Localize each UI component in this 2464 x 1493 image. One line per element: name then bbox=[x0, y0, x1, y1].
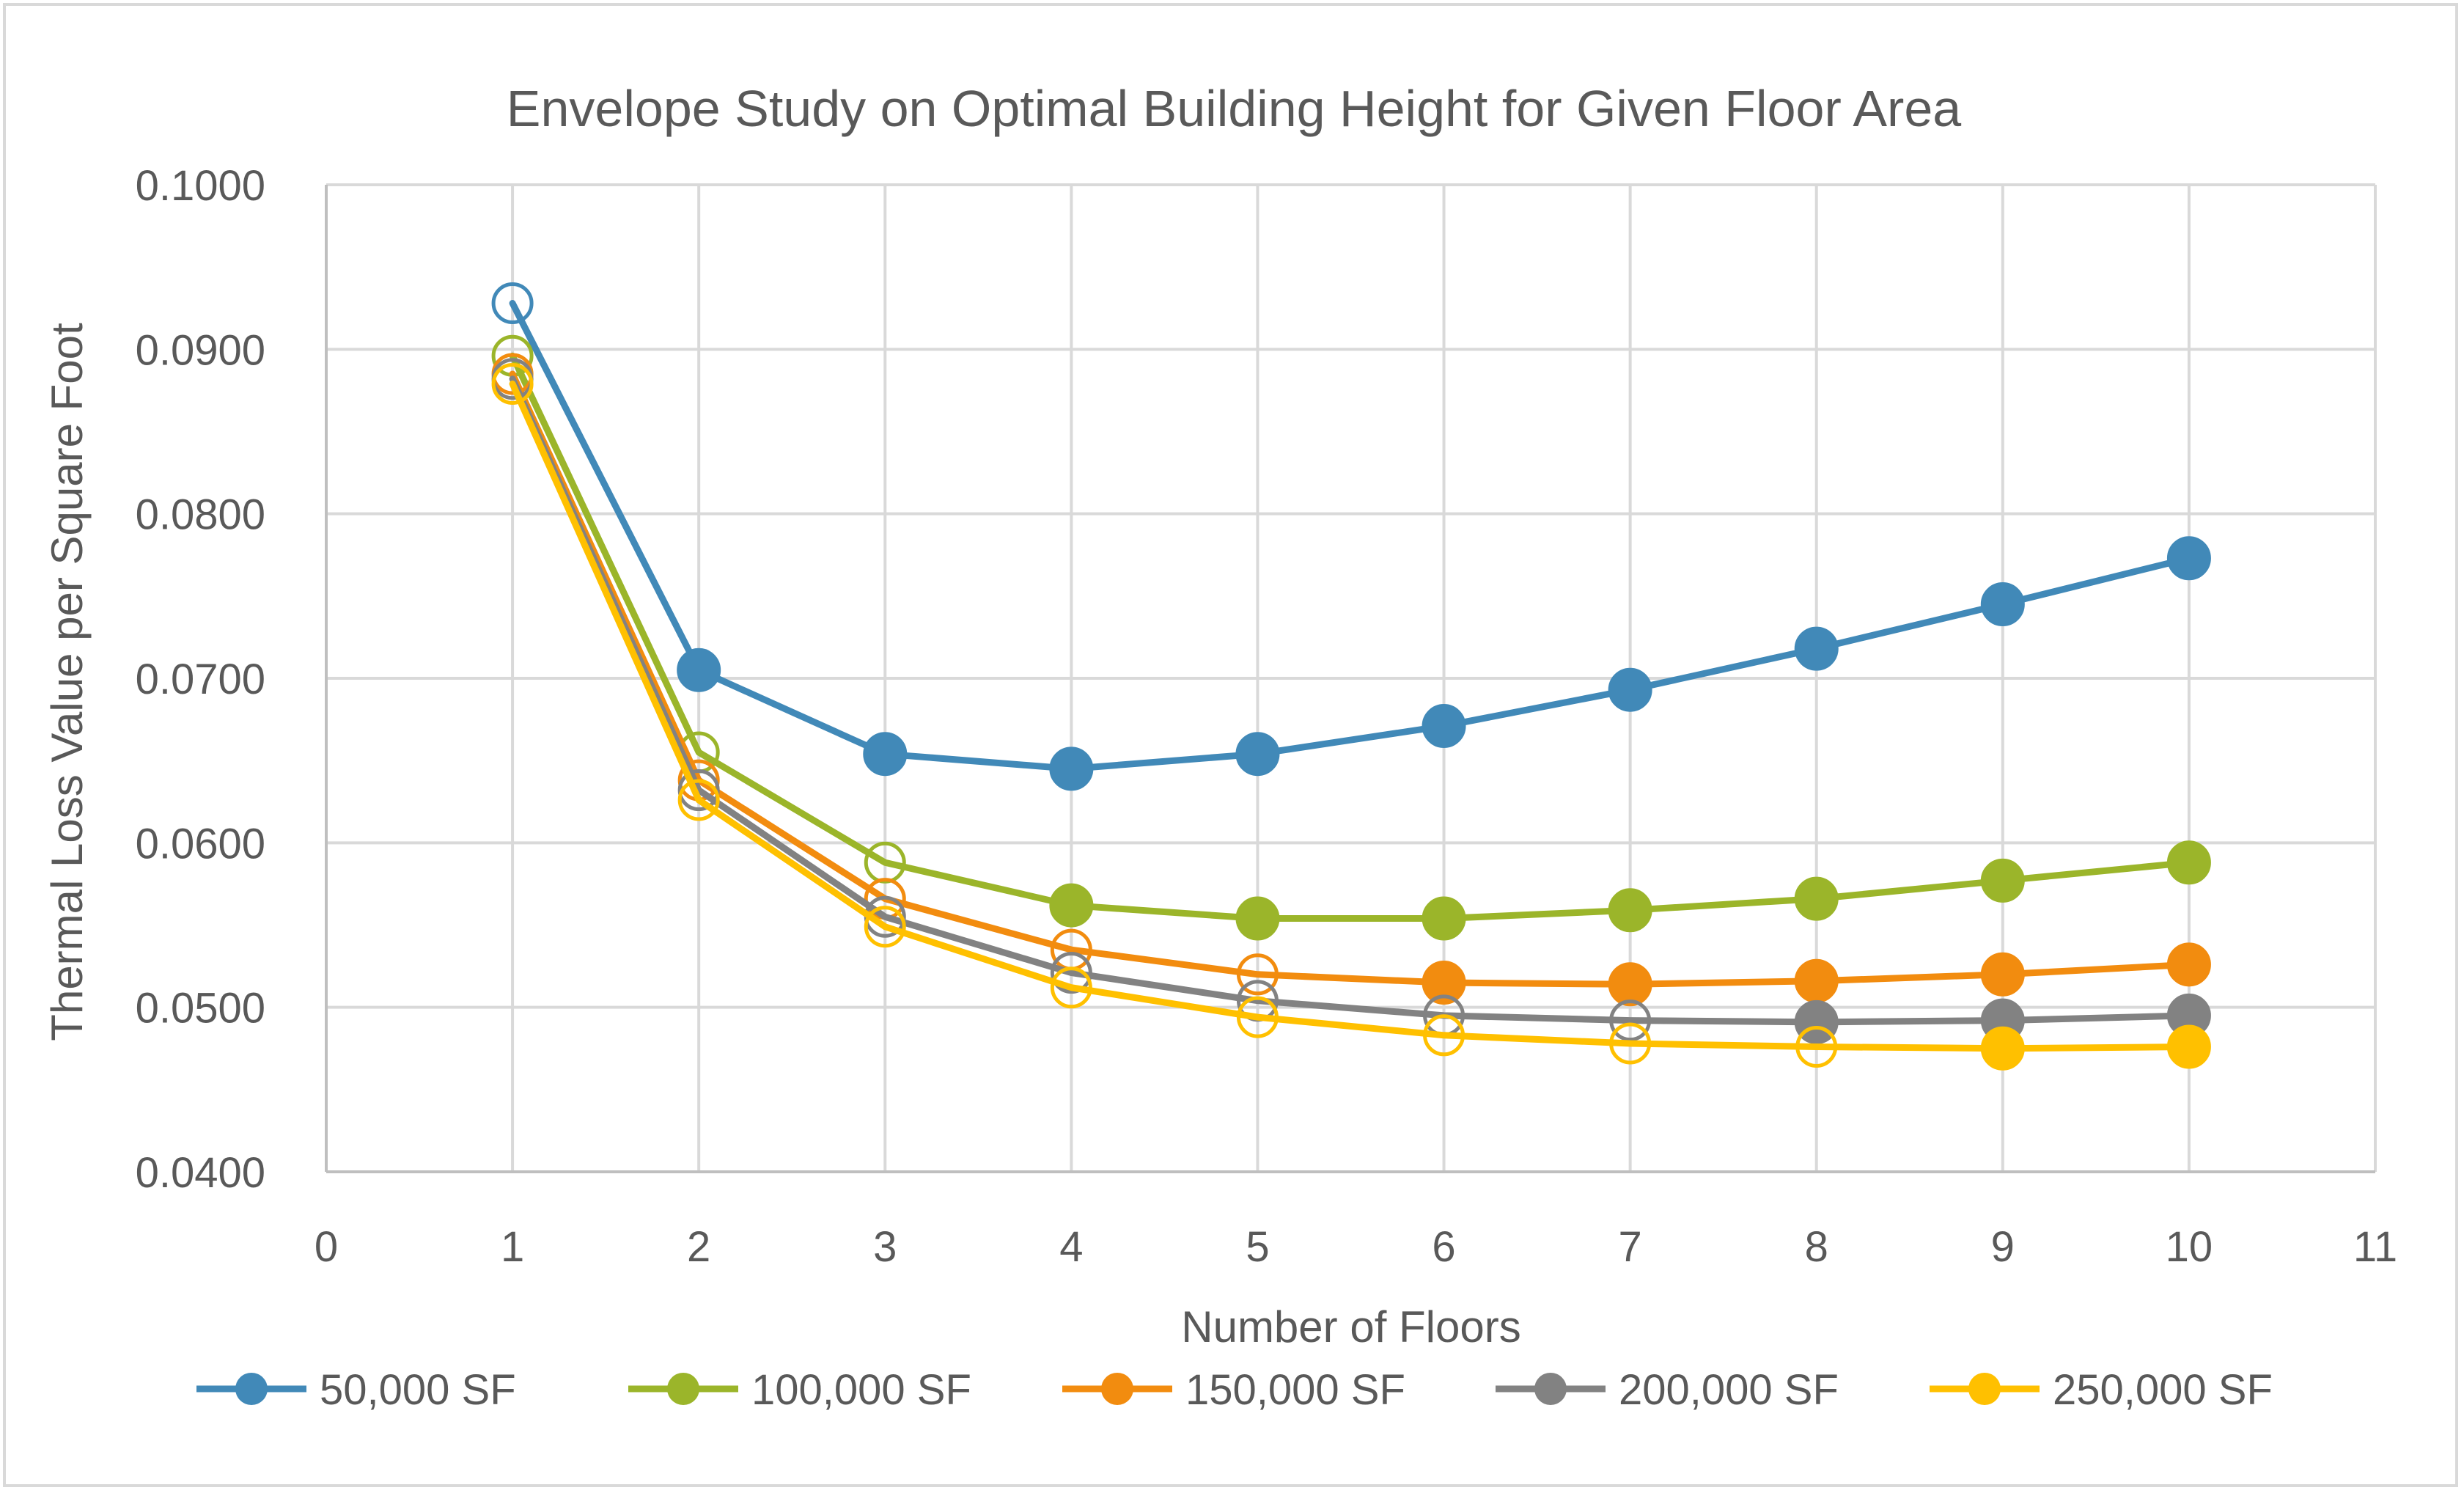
data-point bbox=[1794, 876, 1839, 921]
data-point bbox=[1049, 883, 1094, 928]
x-tick-label: 9 bbox=[1991, 1223, 2015, 1271]
data-point bbox=[1980, 952, 2025, 997]
series-line bbox=[509, 300, 2193, 772]
data-point bbox=[1795, 1026, 1838, 1068]
legend-item: 50,000 SF bbox=[196, 1366, 516, 1414]
data-point bbox=[1235, 896, 1280, 941]
data-point bbox=[2166, 1024, 2211, 1069]
legend-item: 150,000 SF bbox=[1062, 1366, 1405, 1414]
x-tick-labels: 0 1 2 3 4 5 6 7 8 9 10 11 bbox=[315, 1223, 2397, 1271]
legend-label: 200,000 SF bbox=[1619, 1366, 1839, 1414]
data-point bbox=[491, 282, 534, 325]
y-tick-label: 0.1000 bbox=[136, 162, 265, 210]
data-point bbox=[1794, 626, 1839, 671]
data-point bbox=[1608, 962, 1652, 1007]
data-point bbox=[1049, 746, 1094, 791]
data-point bbox=[2166, 942, 2211, 987]
legend: 50,000 SF 100,000 SF 150,000 SF 200,000 SF 2… bbox=[196, 1366, 2273, 1414]
chart-frame bbox=[3, 3, 2458, 1487]
data-point bbox=[1980, 1026, 2025, 1071]
series-line bbox=[509, 380, 2193, 1052]
series-layer bbox=[491, 282, 2211, 1071]
legend-item: 200,000 SF bbox=[1496, 1366, 1839, 1414]
data-point bbox=[1608, 667, 1652, 712]
data-point bbox=[1236, 953, 1279, 996]
data-point bbox=[677, 779, 720, 821]
y-tick-label: 0.0400 bbox=[136, 1149, 265, 1197]
data-point bbox=[1423, 1014, 1465, 1057]
x-tick-label: 8 bbox=[1805, 1223, 1828, 1271]
series-5 bbox=[491, 362, 2211, 1071]
x-tick-label: 2 bbox=[687, 1223, 710, 1271]
data-point bbox=[1050, 952, 1092, 994]
x-tick-label: 11 bbox=[2353, 1223, 2397, 1271]
y-axis-label: Thermal Loss Value per Square Foot bbox=[43, 323, 92, 1041]
legend-marker bbox=[235, 1373, 268, 1405]
data-point bbox=[1609, 1022, 1652, 1065]
data-point bbox=[864, 906, 906, 948]
x-tick-label: 7 bbox=[1619, 1223, 1642, 1271]
data-point bbox=[1422, 961, 1466, 1005]
x-tick-label: 5 bbox=[1246, 1223, 1269, 1271]
legend-marker bbox=[1968, 1373, 2001, 1405]
x-tick-label: 3 bbox=[873, 1223, 897, 1271]
data-point bbox=[1980, 858, 2025, 903]
legend-label: 150,000 SF bbox=[1185, 1366, 1405, 1414]
x-tick-label: 6 bbox=[1432, 1223, 1455, 1271]
series-3 bbox=[491, 353, 2211, 1007]
data-point bbox=[864, 841, 906, 884]
series-line bbox=[509, 370, 2193, 988]
y-tick-label: 0.0700 bbox=[136, 656, 265, 703]
y-tick-label: 0.0500 bbox=[136, 985, 265, 1032]
data-point bbox=[1609, 999, 1652, 1042]
data-point bbox=[1422, 896, 1466, 941]
data-point bbox=[491, 362, 534, 405]
legend-label: 100,000 SF bbox=[751, 1366, 971, 1414]
axes bbox=[325, 185, 2375, 1173]
legend-marker bbox=[1101, 1373, 1133, 1405]
y-tick-label: 0.0900 bbox=[136, 326, 265, 374]
data-point bbox=[1422, 704, 1466, 749]
series-1 bbox=[491, 282, 2211, 791]
x-tick-label: 0 bbox=[315, 1223, 338, 1271]
series-line bbox=[509, 375, 2193, 1026]
x-tick-label: 4 bbox=[1059, 1223, 1083, 1271]
x-axis-label: Number of Floors bbox=[1181, 1302, 1520, 1351]
legend-label: 50,000 SF bbox=[320, 1366, 516, 1414]
data-point bbox=[677, 769, 720, 812]
data-point bbox=[1236, 996, 1279, 1038]
data-point bbox=[677, 648, 721, 692]
x-tick-label: 10 bbox=[2166, 1223, 2213, 1271]
data-point bbox=[2166, 840, 2211, 885]
x-tick-label: 1 bbox=[501, 1223, 524, 1271]
series-4 bbox=[491, 358, 2211, 1044]
data-point bbox=[1235, 732, 1280, 777]
data-point bbox=[1794, 958, 1839, 1003]
data-point bbox=[1608, 888, 1652, 933]
legend-item: 100,000 SF bbox=[628, 1366, 971, 1414]
legend-marker bbox=[667, 1373, 699, 1405]
legend-label: 250,000 SF bbox=[2053, 1366, 2273, 1414]
series-line bbox=[509, 352, 2193, 922]
data-point bbox=[1050, 966, 1092, 1009]
chart-title: Envelope Study on Optimal Building Heigh… bbox=[507, 80, 1961, 137]
data-point bbox=[1980, 582, 2025, 627]
legend-item: 250,000 SF bbox=[1930, 1366, 2273, 1414]
y-tick-label: 0.0600 bbox=[136, 820, 265, 867]
y-tick-labels: 0.0400 0.0500 0.0600 0.0700 0.0800 0.0900 0.10… bbox=[136, 162, 265, 1197]
data-point bbox=[863, 732, 908, 777]
series-2 bbox=[491, 334, 2211, 941]
y-tick-label: 0.0800 bbox=[136, 491, 265, 539]
data-point bbox=[2166, 536, 2211, 581]
legend-marker bbox=[1534, 1373, 1567, 1405]
